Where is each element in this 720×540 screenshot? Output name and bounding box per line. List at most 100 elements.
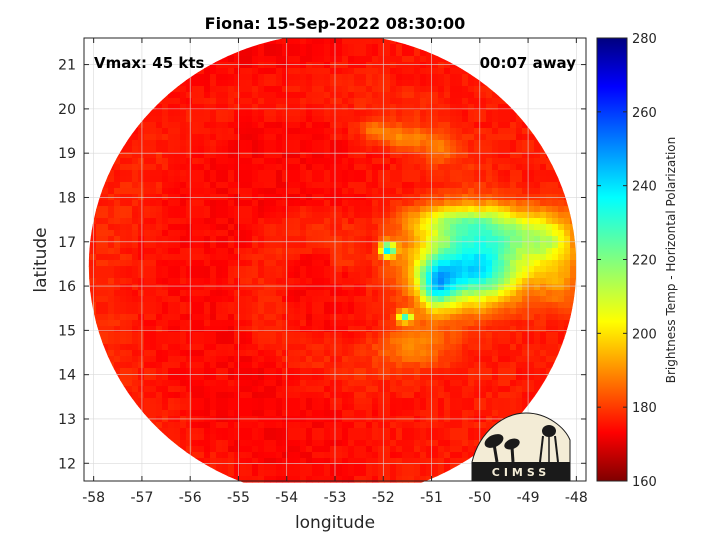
heatmap-cell [138, 200, 145, 207]
heatmap-cell [402, 242, 409, 249]
heatmap-cell [336, 212, 343, 219]
heatmap-cell [306, 236, 313, 243]
heatmap-cell [192, 104, 199, 111]
heatmap-cell [222, 158, 229, 165]
heatmap-cell [234, 56, 241, 63]
heatmap-cell [474, 266, 481, 273]
heatmap-cell [372, 332, 379, 339]
heatmap-cell [300, 248, 307, 255]
heatmap-cell [88, 266, 91, 273]
heatmap-cell [96, 284, 103, 291]
heatmap-cell [378, 74, 385, 81]
heatmap-cell [408, 200, 415, 207]
heatmap-cell [288, 170, 295, 177]
heatmap-cell [150, 290, 157, 297]
heatmap-cell [204, 218, 211, 225]
heatmap-cell [426, 308, 433, 315]
heatmap-cell [198, 290, 205, 297]
heatmap-cell [450, 344, 457, 351]
heatmap-cell [186, 416, 193, 423]
heatmap-cell [306, 176, 313, 183]
heatmap-cell [414, 392, 421, 399]
heatmap-cell [156, 266, 163, 273]
heatmap-cell [384, 56, 391, 63]
heatmap-cell [138, 152, 145, 159]
heatmap-cell [420, 62, 427, 69]
heatmap-cell [108, 338, 115, 345]
heatmap-cell [168, 146, 175, 153]
heatmap-cell [318, 260, 325, 267]
heatmap-cell [192, 308, 199, 315]
heatmap-cell [282, 446, 289, 453]
heatmap-cell [486, 212, 493, 219]
heatmap-cell [426, 284, 433, 291]
heatmap-cell [360, 344, 367, 351]
heatmap-cell [330, 272, 337, 279]
heatmap-cell [288, 368, 295, 375]
heatmap-cell [354, 464, 361, 471]
heatmap-cell [462, 272, 469, 279]
heatmap-cell [258, 170, 265, 177]
heatmap-cell [384, 50, 391, 57]
heatmap-cell [198, 428, 205, 435]
heatmap-cell [444, 92, 451, 99]
heatmap-cell [282, 206, 289, 213]
heatmap-cell [396, 344, 403, 351]
heatmap-cell [246, 446, 253, 453]
heatmap-cell [276, 62, 283, 69]
heatmap-cell [432, 122, 439, 129]
heatmap-cell [414, 170, 421, 177]
heatmap-cell [354, 68, 361, 75]
heatmap-cell [150, 326, 157, 333]
heatmap-cell [330, 242, 337, 249]
heatmap-cell [318, 428, 325, 435]
heatmap-cell [342, 326, 349, 333]
heatmap-cell [462, 104, 469, 111]
heatmap-cell [222, 398, 229, 405]
heatmap-cell [252, 56, 259, 63]
heatmap-cell [150, 392, 157, 399]
heatmap-cell [456, 380, 463, 387]
heatmap-cell [204, 446, 211, 453]
heatmap-cell [408, 164, 415, 171]
heatmap-cell [150, 170, 157, 177]
heatmap-cell [474, 404, 481, 411]
heatmap-cell [384, 344, 391, 351]
heatmap-cell [306, 98, 313, 105]
heatmap-cell [294, 44, 301, 51]
heatmap-cell [144, 296, 151, 303]
heatmap-cell [174, 284, 181, 291]
heatmap-cell [300, 476, 307, 483]
heatmap-cell [138, 320, 145, 327]
heatmap-cell [234, 110, 241, 117]
heatmap-cell [462, 278, 469, 285]
heatmap-cell [288, 272, 295, 279]
heatmap-cell [270, 290, 277, 297]
heatmap-cell [372, 410, 379, 417]
heatmap-cell [348, 62, 355, 69]
heatmap-cell [402, 302, 409, 309]
heatmap-cell [336, 458, 343, 465]
heatmap-cell [264, 236, 271, 243]
heatmap-cell [456, 344, 463, 351]
heatmap-cell [198, 164, 205, 171]
heatmap-cell [126, 266, 133, 273]
heatmap-cell [354, 356, 361, 363]
heatmap-cell [414, 464, 421, 471]
heatmap-cell [360, 422, 367, 429]
heatmap-cell [486, 140, 493, 147]
heatmap-cell [264, 80, 271, 87]
heatmap-cell [420, 392, 427, 399]
heatmap-cell [312, 182, 319, 189]
heatmap-cell [480, 428, 487, 435]
heatmap-cell [408, 98, 415, 105]
heatmap-cell [312, 434, 319, 441]
heatmap-cell [444, 236, 451, 243]
heatmap-cell [204, 74, 211, 81]
heatmap-cell [366, 332, 373, 339]
heatmap-cell [330, 44, 337, 51]
heatmap-cell [198, 248, 205, 255]
heatmap-cell [240, 296, 247, 303]
heatmap-cell [216, 188, 223, 195]
heatmap-cell [300, 338, 307, 345]
